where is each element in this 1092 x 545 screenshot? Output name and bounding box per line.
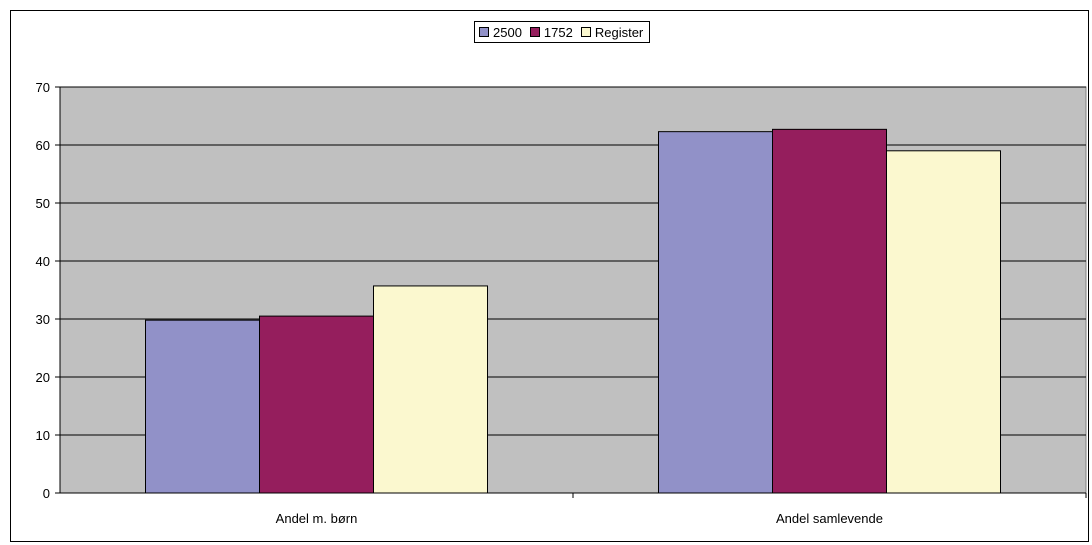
- legend-swatch-2500: [479, 27, 489, 37]
- axes: 0 10 20 30 40 50 60 70 Andel m. børn Andel samlev…: [36, 80, 1087, 526]
- x-tick-label-0: Andel m. børn: [276, 511, 358, 526]
- x-tick-label-1: Andel samlevende: [776, 511, 883, 526]
- legend-label-1752: 1752: [543, 24, 573, 40]
- y-tick-label-30: 30: [36, 312, 50, 327]
- legend: 2500 1752 Register: [474, 21, 651, 43]
- y-tick-label-10: 10: [36, 428, 50, 443]
- bars: [145, 128, 1001, 494]
- legend-item-1752: 1752: [529, 24, 573, 40]
- bar-2500-1: [658, 131, 773, 494]
- legend-label-register: Register: [594, 24, 644, 40]
- y-tick-label-40: 40: [36, 254, 50, 269]
- legend-swatch-1752: [529, 27, 540, 37]
- y-tick-label-0: 0: [43, 486, 50, 501]
- y-tick-label-70: 70: [36, 80, 50, 95]
- y-tick-label-60: 60: [36, 138, 50, 153]
- legend-swatch-register: [580, 27, 591, 37]
- y-tick-label-50: 50: [36, 196, 50, 211]
- legend-label-2500: 2500: [493, 24, 522, 40]
- legend-item-2500: 2500: [479, 25, 522, 40]
- bar-1752-0: [259, 315, 374, 494]
- bar-register-0: [373, 285, 488, 494]
- bar-1752-1: [772, 128, 887, 494]
- legend-item-register: Register: [580, 24, 644, 40]
- y-tick-label-20: 20: [36, 370, 50, 385]
- bar-2500-0: [145, 319, 260, 494]
- bar-register-1: [886, 150, 1001, 494]
